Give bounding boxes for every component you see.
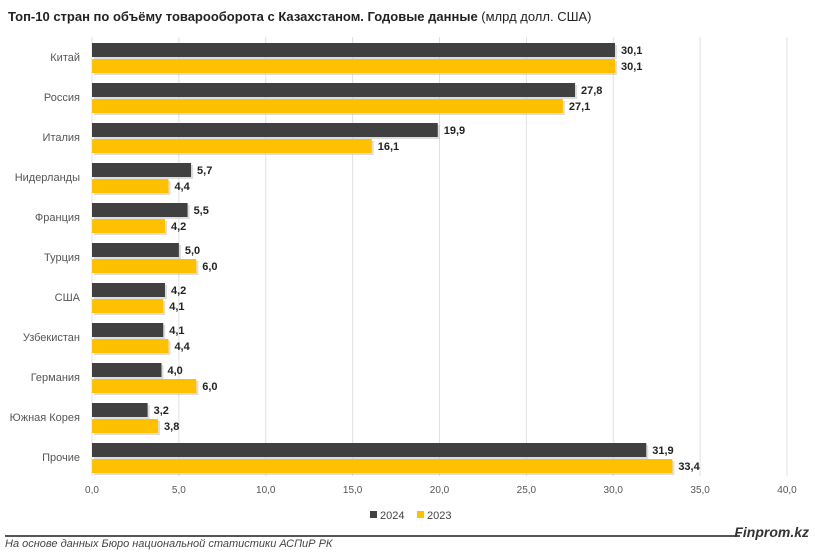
category-label: Прочие [42, 452, 80, 464]
data-label: 30,1 [621, 45, 642, 57]
category-label: Франция [35, 212, 80, 224]
data-label: 4,0 [168, 365, 183, 377]
x-tick-label: 15,0 [343, 485, 363, 496]
category-label: Италия [43, 132, 81, 144]
bar-2023 [92, 139, 372, 153]
category-label: Китай [50, 52, 80, 64]
bar-2023 [92, 299, 164, 313]
bar-2024 [92, 43, 615, 57]
data-label: 33,4 [678, 461, 700, 473]
legend-swatch [370, 511, 377, 518]
bar-2023 [92, 379, 197, 393]
x-tick-label: 10,0 [256, 485, 276, 496]
category-label: Южная Корея [10, 412, 80, 424]
data-label: 16,1 [378, 141, 399, 153]
source-note: На основе данных Бюро национальной стати… [5, 538, 333, 550]
x-tick-label: 0,0 [85, 485, 99, 496]
data-label: 4,1 [169, 325, 184, 337]
title-bold: Топ-10 стран по объёму товарооборота с К… [8, 9, 478, 24]
bar-2023 [92, 339, 169, 353]
category-label: Узбекистан [23, 332, 80, 344]
data-label: 27,1 [569, 101, 590, 113]
data-label: 4,1 [169, 301, 184, 313]
bar-2024 [92, 243, 179, 257]
legend-label: 2024 [380, 510, 404, 522]
data-label: 6,0 [202, 261, 217, 273]
category-label: Нидерланды [15, 172, 80, 184]
category-label: Россия [44, 92, 80, 104]
legend-label: 2023 [427, 510, 451, 522]
bar-2023 [92, 459, 673, 473]
bar-2024 [92, 163, 192, 177]
bar-2024 [92, 83, 576, 97]
x-tick-label: 5,0 [172, 485, 186, 496]
brand-logo: Finprom.kz [734, 524, 809, 540]
bar-2024 [92, 443, 647, 457]
bar-2023 [92, 259, 197, 273]
bar-2023 [92, 179, 169, 193]
footer-divider [5, 535, 740, 537]
bar-2023 [92, 59, 615, 73]
bar-2024 [92, 363, 162, 377]
data-label: 4,2 [171, 221, 186, 233]
bar-2024 [92, 283, 165, 297]
bar-2024 [92, 403, 148, 417]
data-label: 5,7 [197, 165, 212, 177]
data-label: 19,9 [444, 125, 465, 137]
category-label: Германия [31, 372, 80, 384]
bar-2023 [92, 219, 165, 233]
bar-2024 [92, 203, 188, 217]
title-units: (млрд долл. США) [477, 9, 592, 24]
bar-2024 [92, 323, 164, 337]
category-label: США [55, 292, 81, 304]
data-label: 4,4 [174, 181, 190, 193]
x-tick-label: 35,0 [690, 485, 710, 496]
legend-swatch [417, 511, 424, 518]
data-label: 3,8 [164, 421, 179, 433]
x-tick-label: 40,0 [777, 485, 797, 496]
data-label: 3,2 [154, 405, 169, 417]
bar-2023 [92, 419, 159, 433]
x-tick-label: 25,0 [517, 485, 537, 496]
data-label: 30,1 [621, 61, 642, 73]
data-label: 5,0 [185, 245, 200, 257]
data-label: 4,4 [174, 341, 190, 353]
data-label: 31,9 [652, 445, 673, 457]
category-label: Турция [44, 252, 80, 264]
data-label: 5,5 [194, 205, 209, 217]
data-label: 6,0 [202, 381, 217, 393]
bar-2024 [92, 123, 438, 137]
x-tick-label: 30,0 [604, 485, 624, 496]
data-label: 4,2 [171, 285, 186, 297]
bar-2023 [92, 99, 563, 113]
chart-title: Топ-10 стран по объёму товарооборота с К… [8, 9, 592, 24]
x-tick-label: 20,0 [430, 485, 450, 496]
data-label: 27,8 [581, 85, 602, 97]
